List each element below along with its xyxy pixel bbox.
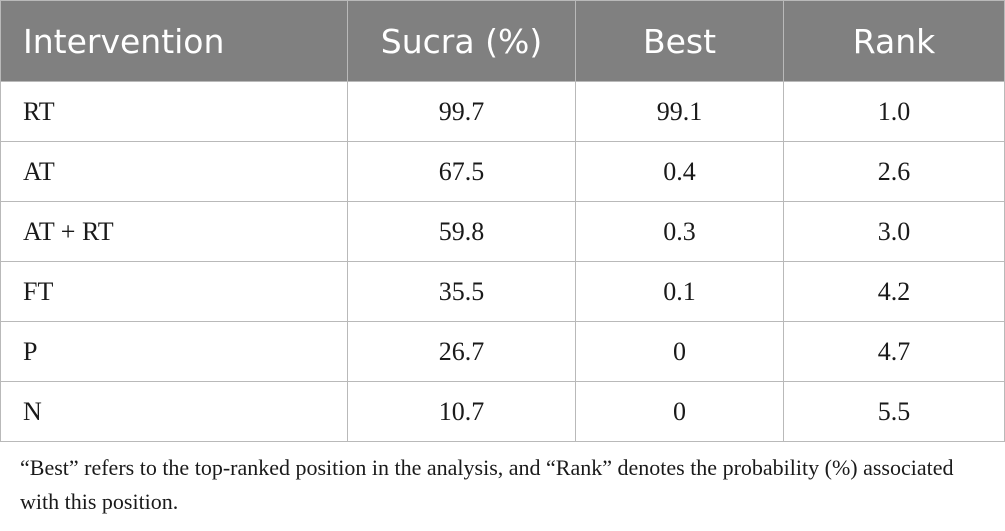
cell-sucra: 99.7 (347, 81, 576, 142)
cell-best: 0.1 (575, 261, 784, 322)
cell-intervention: FT (0, 261, 348, 322)
cell-sucra: 10.7 (347, 381, 576, 442)
cell-rank: 2.6 (783, 141, 1005, 202)
table-row: N 10.7 0 5.5 (0, 381, 1005, 442)
cell-rank: 1.0 (783, 81, 1005, 142)
cell-sucra: 26.7 (347, 321, 576, 382)
cell-sucra: 59.8 (347, 201, 576, 262)
cell-intervention: P (0, 321, 348, 382)
cell-rank: 4.7 (783, 321, 1005, 382)
cell-best: 99.1 (575, 81, 784, 142)
table-header-row: Intervention Sucra (%) Best Rank (0, 0, 1005, 82)
table-row: AT + RT 59.8 0.3 3.0 (0, 201, 1005, 262)
cell-best: 0 (575, 381, 784, 442)
cell-intervention: RT (0, 81, 348, 142)
header-rank: Rank (783, 0, 1005, 82)
cell-intervention: N (0, 381, 348, 442)
cell-best: 0 (575, 321, 784, 382)
cell-intervention: AT (0, 141, 348, 202)
header-best: Best (575, 0, 784, 82)
table-row: FT 35.5 0.1 4.2 (0, 261, 1005, 322)
cell-rank: 3.0 (783, 201, 1005, 262)
cell-intervention: AT + RT (0, 201, 348, 262)
cell-sucra: 67.5 (347, 141, 576, 202)
sucra-table: Intervention Sucra (%) Best Rank RT 99.7… (0, 0, 1005, 442)
cell-sucra: 35.5 (347, 261, 576, 322)
table-row: AT 67.5 0.4 2.6 (0, 141, 1005, 202)
cell-rank: 5.5 (783, 381, 1005, 442)
table-footnote: “Best” refers to the top-ranked position… (20, 455, 954, 514)
cell-rank: 4.2 (783, 261, 1005, 322)
cell-best: 0.4 (575, 141, 784, 202)
cell-best: 0.3 (575, 201, 784, 262)
table-row: P 26.7 0 4.7 (0, 321, 1005, 382)
header-intervention: Intervention (0, 0, 348, 82)
table-row: RT 99.7 99.1 1.0 (0, 81, 1005, 142)
header-sucra: Sucra (%) (347, 0, 576, 82)
